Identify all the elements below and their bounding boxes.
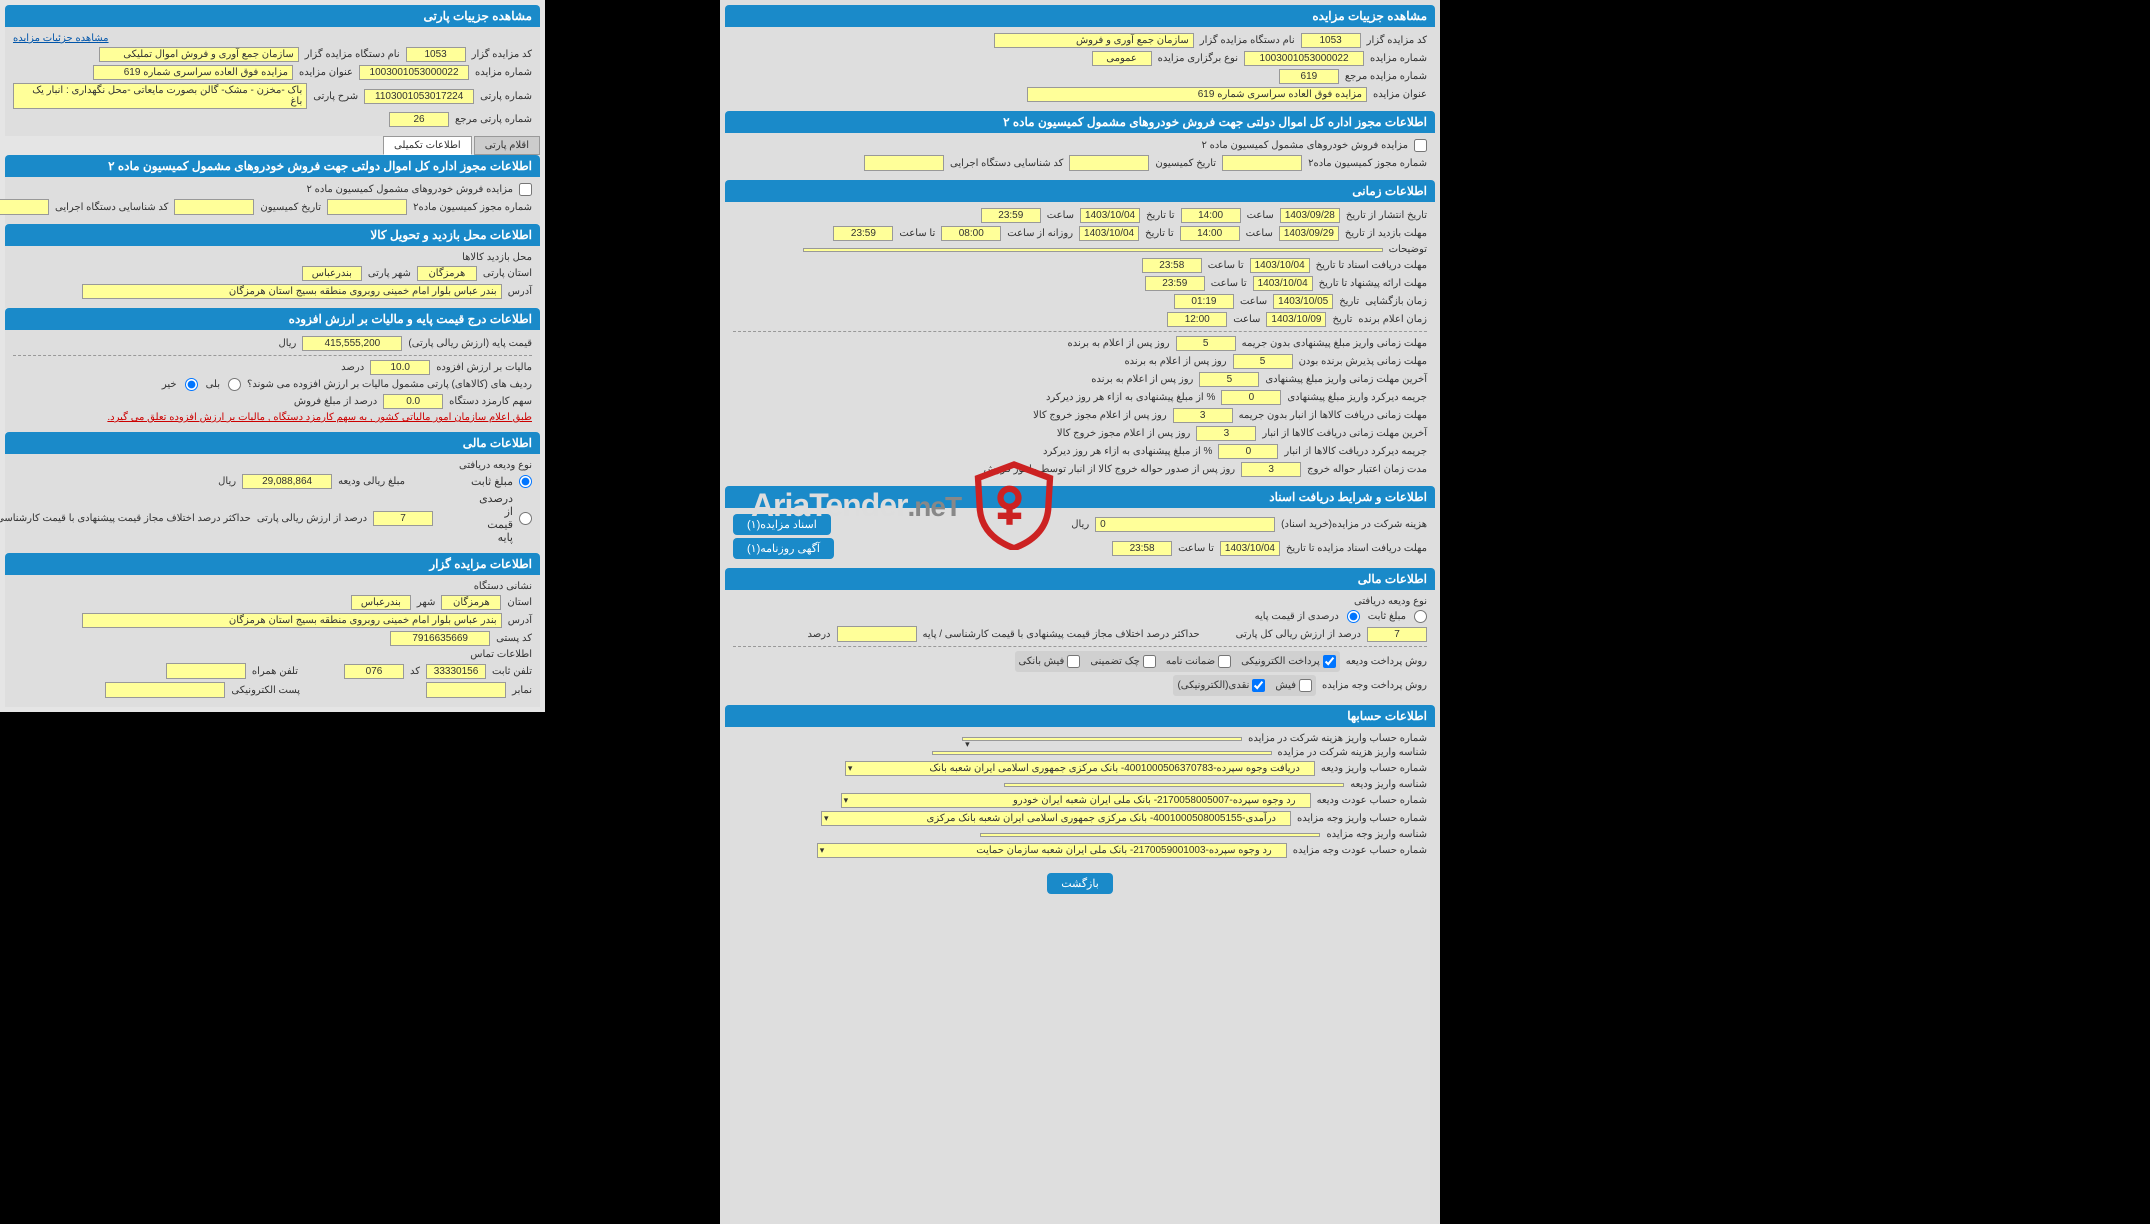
party-details-panel: مشاهده جزییات پارتی مشاهده جزئیات مزایده…	[0, 0, 545, 712]
header-org: اطلاعات مزایده گزار	[5, 553, 540, 575]
tab-extra[interactable]: اطلاعات تکمیلی	[383, 136, 472, 155]
ck-cheq[interactable]	[1143, 655, 1156, 668]
val-type: عمومی	[1092, 51, 1152, 66]
link-view-auction[interactable]: مشاهده جزئیات مزایده	[13, 33, 109, 44]
ck-elec[interactable]	[1323, 655, 1336, 668]
dd-acc6[interactable]: درآمدی-4001000508005155- بانک مرکزی جمهو…	[821, 811, 1291, 826]
dd-acc5[interactable]: رد وجوه سپرده-2170058005007- بانک ملی ای…	[841, 793, 1311, 808]
logo-text: AriaTender.neT	[751, 487, 961, 524]
header-permit: اطلاعات مجوز اداره کل اموال دولتی جهت فر…	[725, 111, 1435, 133]
logo-area: AriaTender.neT	[550, 460, 1260, 550]
chk-comm2[interactable]	[519, 183, 532, 196]
btn-back[interactable]: بازگشت	[1047, 873, 1113, 894]
label-org: نام دستگاه مزایده گزار	[1200, 35, 1295, 46]
label-code: کد مزایده گزار	[1367, 35, 1427, 46]
val-perm	[1222, 155, 1302, 171]
header-party: مشاهده جزییات پارتی	[5, 5, 540, 27]
ck-bank[interactable]	[1067, 655, 1080, 668]
val-org: سازمان جمع آوری و فروش	[994, 33, 1194, 48]
radio-yes[interactable]	[228, 378, 241, 391]
header-financial: اطلاعات مالی	[725, 568, 1435, 590]
label-type: نوع برگزاری مزایده	[1158, 53, 1238, 64]
radio-pct2[interactable]	[519, 512, 532, 525]
tab-items[interactable]: اقلام پارتی	[474, 136, 540, 155]
dd-acc1[interactable]	[962, 737, 1242, 741]
radio-fixed2[interactable]	[519, 475, 532, 488]
dd-acc3[interactable]: دریافت وجوه سپرده-4001000506370783- بانک…	[845, 761, 1315, 776]
val-code: 1053	[1301, 33, 1361, 48]
val-num: 1003001053000022	[1244, 51, 1364, 66]
ck-fish[interactable]	[1299, 679, 1312, 692]
header-timing: اطلاعات زمانی	[725, 180, 1435, 202]
chk-commission[interactable]	[1414, 139, 1427, 152]
label-title: عنوان مزایده	[1373, 89, 1427, 100]
val-title: مزایده فوق العاده سراسری شماره 619	[1027, 87, 1367, 102]
label-num: شماره مزایده	[1370, 53, 1427, 64]
val-notes	[803, 248, 1383, 252]
val-pub-from: 1403/09/28	[1280, 208, 1340, 223]
header-location: اطلاعات محل بازدید و تحویل کالا	[5, 224, 540, 246]
radio-no[interactable]	[185, 378, 198, 391]
header-auction-details: مشاهده جزییات مزایده	[725, 5, 1435, 27]
radio-pct[interactable]	[1347, 610, 1360, 623]
header-fin2: اطلاعات مالی	[5, 432, 540, 454]
auction-details-panel: مشاهده جزییات مزایده کد مزایده گزار 1053…	[720, 0, 1440, 1224]
logo-icon	[969, 460, 1059, 550]
header-accounts: اطلاعات حسابها	[725, 705, 1435, 727]
label-ref: شماره مزایده مرجع	[1345, 71, 1427, 82]
val-ref: 619	[1279, 69, 1339, 84]
ck-elec2[interactable]	[1252, 679, 1265, 692]
note-vat: طبق اعلام سازمان امور مالیاتی کشور , به …	[107, 412, 532, 423]
header-price: اطلاعات درج قیمت پایه و مالیات بر ارزش ا…	[5, 308, 540, 330]
header-permit2: اطلاعات مجوز اداره کل اموال دولتی جهت فر…	[5, 155, 540, 177]
dd-acc8[interactable]: رد وجوه سپرده-2170059001003- بانک ملی ای…	[817, 843, 1287, 858]
ck-guar[interactable]	[1218, 655, 1231, 668]
radio-fixed[interactable]	[1414, 610, 1427, 623]
